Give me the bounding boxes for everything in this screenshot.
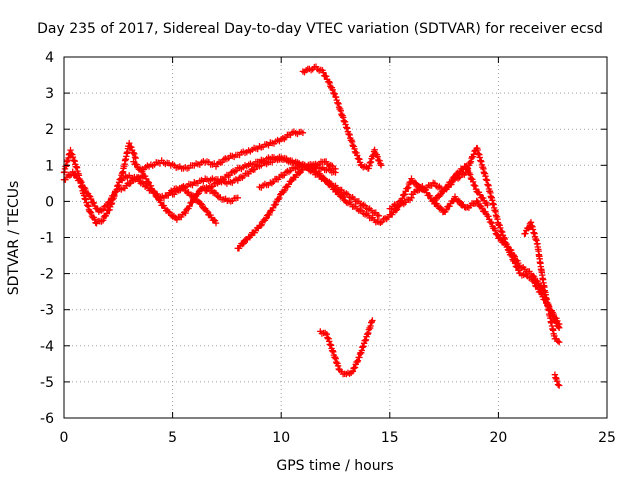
x-tick-label: 0 [60, 430, 69, 446]
x-tick-label: 10 [272, 430, 290, 446]
series-markers [117, 172, 220, 227]
y-tick-label: 4 [45, 50, 54, 66]
x-tick-label: 25 [598, 430, 616, 446]
x-tick-label: 15 [381, 430, 399, 446]
series-markers [139, 128, 307, 173]
y-tick-label: -1 [40, 231, 54, 247]
series-arc-15 [521, 219, 563, 346]
y-tick-label: -3 [40, 303, 54, 319]
series-markers [317, 317, 376, 378]
y-tick-label: 3 [45, 86, 54, 102]
series-arc-4 [117, 172, 220, 227]
y-tick-label: -6 [40, 411, 54, 427]
series-markers [299, 63, 385, 172]
x-axis-label: GPS time / hours [276, 458, 393, 474]
x-tick-label: 20 [489, 430, 507, 446]
series-arc-10 [299, 63, 385, 172]
series-markers [256, 161, 415, 226]
series-arc-11 [317, 317, 376, 378]
y-tick-label: -4 [40, 339, 54, 355]
y-axis-label: SDTVAR / TECUs [6, 181, 22, 296]
y-tick-label: 2 [45, 122, 54, 138]
chart-title: Day 235 of 2017, Sidereal Day-to-day VTE… [37, 21, 603, 37]
y-tick-label: 1 [45, 158, 54, 174]
series-arc-9 [256, 161, 415, 226]
series-markers [551, 371, 563, 389]
data-series [60, 63, 563, 389]
y-tick-label: -2 [40, 267, 54, 283]
y-tick-label: 0 [45, 194, 54, 210]
series-arc-5 [139, 128, 307, 173]
x-tick-label: 5 [168, 430, 177, 446]
y-tick-label: -5 [40, 375, 54, 391]
series-markers [521, 219, 563, 346]
plot-frame [63, 56, 608, 419]
series-arc-16 [551, 371, 563, 389]
